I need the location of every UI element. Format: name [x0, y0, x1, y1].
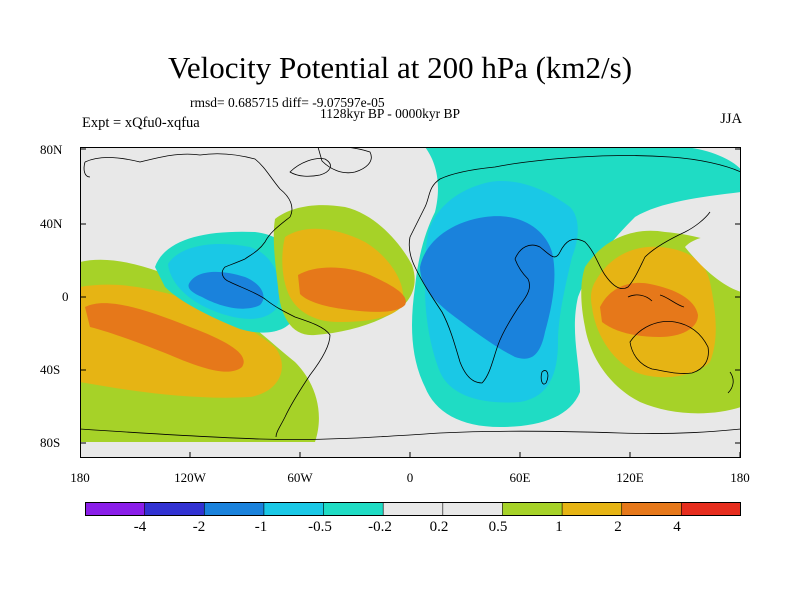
colorbar: [85, 502, 741, 516]
lon-label: 120W: [174, 470, 206, 485]
colorbar-swatch: [85, 502, 146, 516]
colorbar-label: 0.5: [488, 519, 508, 535]
contour-fill: [600, 282, 698, 337]
colorbar-swatch: [382, 502, 444, 516]
colorbar-label: -0.5: [308, 519, 332, 535]
coastlines: [80, 147, 741, 440]
colorbar-swatch: [144, 502, 205, 516]
rmsd-diff-stats: rmsd= 0.685715 diff= -9.07597e-05: [190, 95, 385, 110]
coastline: [83, 161, 91, 178]
lon-label: 180: [70, 470, 90, 485]
velocity-potential-map: [80, 147, 741, 458]
coastline: [84, 153, 331, 438]
colorbar-label: -0.2: [368, 519, 392, 535]
lat-label: 80N: [40, 142, 63, 157]
coastline: [540, 370, 549, 385]
lon-label: 60E: [509, 470, 531, 485]
colorbar-swatch: [323, 502, 384, 516]
coastline: [289, 158, 331, 177]
colorbar-frame: [85, 502, 741, 516]
season-label: JJA: [720, 111, 742, 127]
contour-fill: [298, 267, 406, 312]
lat-label: 80S: [40, 435, 61, 450]
colorbar-swatch: [502, 502, 563, 516]
colorbar-swatch: [203, 502, 265, 516]
contour-fill: [420, 216, 555, 359]
east-pacific-negative-region: [155, 231, 300, 333]
colorbar-label: -1: [254, 519, 268, 535]
coastline: [629, 320, 709, 374]
lon-label: 60W: [287, 470, 313, 485]
colorbar-label: 0.2: [429, 519, 449, 535]
coastline: [408, 236, 530, 384]
colorbar-swatch: [681, 502, 741, 516]
lon-label: 120E: [616, 470, 644, 485]
coastline: [514, 211, 711, 290]
contour-fill: [685, 234, 741, 292]
lat-label: 40N: [40, 216, 63, 231]
coastline: [80, 428, 741, 440]
colorbar-swatch: [263, 502, 325, 516]
lat-label: 40S: [40, 362, 61, 377]
colorbar-label: -4: [133, 519, 147, 535]
colorbar-label: 2: [614, 519, 622, 535]
colorbar-swatch: [561, 502, 623, 516]
coastline: [727, 371, 734, 394]
lon-label: 0: [406, 470, 414, 485]
map-title: Velocity Potential at 200 hPa (km2/s): [167, 50, 633, 85]
lon-ticks: [80, 452, 741, 458]
coastline: [627, 294, 685, 308]
contour-fill: [85, 303, 244, 372]
time-period-label: 1128kyr BP - 0000kyr BP: [320, 106, 461, 121]
coastline: [409, 155, 741, 238]
experiment-label: Expt = xQfu0-xqfua: [82, 115, 200, 131]
colorbar-swatch: [621, 502, 682, 516]
lat-label: 0: [62, 289, 69, 304]
colorbar-swatch: [442, 502, 504, 516]
lon-label: 180: [730, 470, 750, 485]
colorbar-label: 1: [555, 519, 563, 535]
colorbar-label: -2: [192, 519, 206, 535]
contour-fill: [188, 271, 264, 309]
pacific-positive-region: [80, 259, 319, 442]
colorbar-label: 4: [673, 519, 681, 535]
lat-ticks: [80, 148, 741, 444]
atlantic-positive-region: [273, 205, 415, 336]
